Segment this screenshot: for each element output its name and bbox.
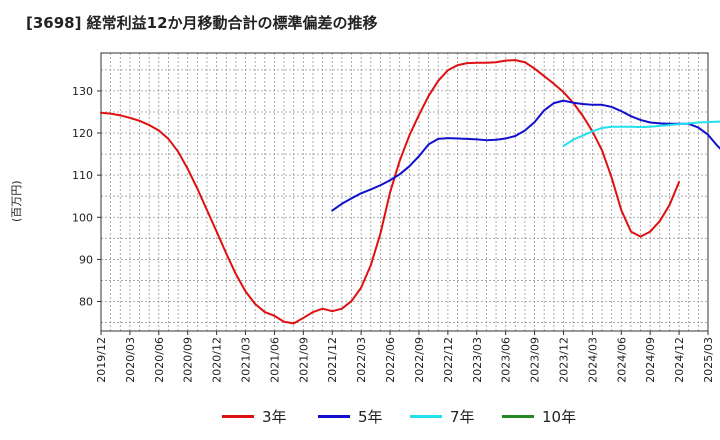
y-tick-label: 110 [72,169,93,182]
x-tick-label: 2024/03 [586,337,599,383]
y-tick-label: 100 [72,211,93,224]
x-tick-label: 2022/09 [413,337,426,383]
grid-lines [101,53,708,331]
legend-label: 3年 [262,407,287,426]
x-tick-label: 2025/03 [702,337,715,383]
y-tick-label: 120 [72,127,93,140]
legend-swatch [222,414,254,418]
chart-title: [3698] 経常利益12か月移動合計の標準偏差の推移 [26,14,378,32]
series-line-3 [562,120,720,148]
x-tick-label: 2023/09 [529,337,542,383]
legend-item: 7年 [410,404,475,428]
x-tick-label: 2023/12 [557,337,570,383]
x-tick-label: 2021/12 [326,337,339,383]
x-tick-label: 2020/12 [211,337,224,383]
x-tick-label: 2020/09 [182,337,195,383]
series-lines [100,59,720,325]
legend-swatch [502,414,534,418]
x-tick-label: 2023/03 [471,337,484,383]
plot-frame [100,52,709,332]
x-tick-label: 2021/09 [297,337,310,383]
x-tick-label: 2023/06 [500,337,513,383]
series-line-1 [100,59,681,325]
x-tick-label: 2021/03 [240,337,253,383]
x-tick-label: 2022/12 [442,337,455,383]
x-tick-label: 2024/06 [615,337,628,383]
legend-label: 5年 [358,407,383,426]
x-tick-label: 2021/06 [268,337,281,383]
legend-swatch [410,414,442,418]
x-tick-label: 2022/06 [384,337,397,383]
x-tick-label: 2022/03 [355,337,368,383]
legend-item: 5年 [318,404,383,428]
x-tick-label: 2020/06 [153,337,166,383]
legend-item: 3年 [222,404,287,428]
y-tick-label: 80 [79,296,93,309]
legend-label: 7年 [450,407,475,426]
y-tick-label: 130 [72,85,93,98]
x-tick-label: 2024/09 [644,337,657,383]
y-tick-label: 90 [79,253,93,266]
legend: 3年 5年 7年 10年 [0,404,720,428]
x-tick-label: 2020/03 [124,337,137,383]
legend-item: 10年 [502,404,576,428]
legend-label: 10年 [542,407,577,426]
x-axis: 2019/12 2020/03 2020/06 2020/09 2020/12 2021/… [95,331,715,383]
series-line-2 [331,99,720,212]
y-axis: 80 90 100 110 120 130 [72,85,101,309]
legend-swatch [318,414,350,418]
x-tick-label: 2024/12 [673,337,686,383]
x-tick-label: 2019/12 [95,337,108,383]
